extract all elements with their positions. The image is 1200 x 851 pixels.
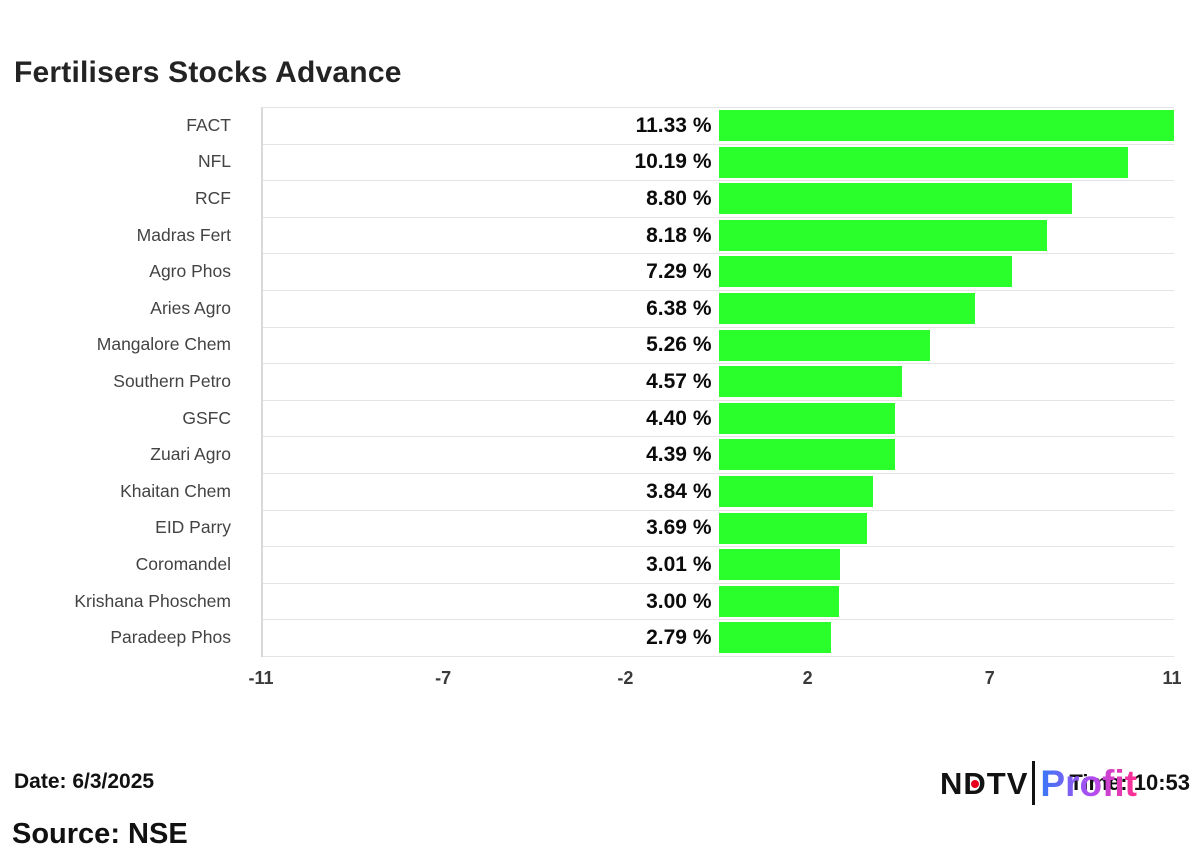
row-label: Madras Fert <box>136 224 231 245</box>
row-label: Khaitan Chem <box>120 480 231 501</box>
bar <box>718 110 1174 141</box>
bar <box>718 219 1048 251</box>
ndtv-letter-d: D <box>963 768 986 799</box>
table-row: 10.19 % <box>263 145 1174 182</box>
x-tick-label: -2 <box>617 668 634 688</box>
x-tick-label: 11 <box>1162 668 1182 688</box>
logo-separator-bar <box>1032 761 1036 805</box>
row-label: Aries Agro <box>150 297 231 318</box>
bar <box>718 622 831 654</box>
table-row: 4.57 % <box>263 364 1174 401</box>
row-label: GSFC <box>182 407 231 428</box>
row-label: Mangalore Chem <box>96 334 231 355</box>
value-label: 5.26 % <box>646 333 712 357</box>
x-tick-label: -7 <box>435 668 452 688</box>
row-label: Zuari Agro <box>150 444 231 465</box>
bar <box>718 512 867 544</box>
table-row: 4.39 % <box>263 437 1174 474</box>
bar <box>718 549 840 581</box>
value-label: 4.40 % <box>646 406 712 430</box>
row-label: RCF <box>195 187 231 208</box>
row-label: EID Parry <box>155 517 231 538</box>
ndtv-profit-logo: NDTV Profit <box>940 756 1137 810</box>
table-row: 2.79 % <box>263 620 1174 657</box>
bar <box>718 146 1129 178</box>
source-label: Source: NSE <box>12 818 188 850</box>
ndtv-wordmark: NDTV <box>940 768 1028 799</box>
table-row: 3.01 % <box>263 547 1174 584</box>
table-row: 3.69 % <box>263 511 1174 548</box>
value-label: 8.18 % <box>646 223 712 247</box>
table-row: 11.33 % <box>263 108 1174 145</box>
bar <box>718 329 930 361</box>
bar <box>718 439 895 471</box>
row-label: NFL <box>197 151 231 172</box>
bar <box>718 292 975 324</box>
ndtv-letters-tv: TV <box>986 765 1029 801</box>
table-row: 7.29 % <box>263 254 1174 291</box>
row-label: FACT <box>186 114 231 135</box>
value-label: 11.33 % <box>635 113 712 137</box>
row-label: Agro Phos <box>149 261 231 282</box>
value-label: 3.69 % <box>646 516 712 540</box>
table-row: 6.38 % <box>263 291 1174 328</box>
x-axis-ticks: -11 -7 -2 2 7 11 <box>248 668 1181 694</box>
value-label: 3.01 % <box>646 552 712 576</box>
x-tick-label: 2 <box>802 668 813 688</box>
row-label: Paradeep Phos <box>110 627 231 648</box>
value-label: 2.79 % <box>646 626 712 650</box>
value-label: 3.00 % <box>646 589 712 613</box>
time-label: Time: 10:53 <box>1069 770 1190 795</box>
bar <box>718 475 873 507</box>
bar <box>718 585 840 617</box>
value-label: 8.80 % <box>646 186 712 210</box>
value-label: 3.84 % <box>646 479 712 503</box>
ndtv-red-dot-icon <box>971 779 980 788</box>
x-tick-label: -11 <box>248 668 274 688</box>
table-row: 8.80 % <box>263 181 1174 218</box>
page-title: Fertilisers Stocks Advance <box>14 56 402 89</box>
row-label: Southern Petro <box>113 370 231 391</box>
bar <box>718 183 1073 215</box>
value-label: 4.57 % <box>646 369 712 393</box>
value-label: 4.39 % <box>646 443 712 467</box>
table-row: 3.00 % <box>263 584 1174 621</box>
bar <box>718 256 1012 288</box>
footer-right: Time: 10:53 NDTV Profit <box>940 756 1196 816</box>
date-label: Date: 6/3/2025 <box>14 770 155 793</box>
value-label: 10.19 % <box>634 150 712 174</box>
bar-chart-plot-area: 11.33 % 10.19 % 8.80 % 8.18 % 7.29 % 6.38 % 5.… <box>261 107 1174 657</box>
bar <box>718 402 896 434</box>
bar <box>718 366 903 398</box>
table-row: 5.26 % <box>263 328 1174 365</box>
table-row: 4.40 % <box>263 401 1174 438</box>
profit-wordmark: Profit <box>1040 762 1138 804</box>
ndtv-letter-n: N <box>940 765 964 801</box>
value-label: 6.38 % <box>646 296 712 320</box>
table-row: 8.18 % <box>263 218 1174 255</box>
row-label: Krishana Phoschem <box>74 590 231 611</box>
value-label: 7.29 % <box>646 260 712 284</box>
table-row: 3.84 % <box>263 474 1174 511</box>
row-label: Coromandel <box>135 553 231 574</box>
category-axis-labels: FACT NFL RCF Madras Fert Agro Phos Aries Agro… <box>0 107 231 656</box>
x-tick-label: 7 <box>984 668 995 688</box>
